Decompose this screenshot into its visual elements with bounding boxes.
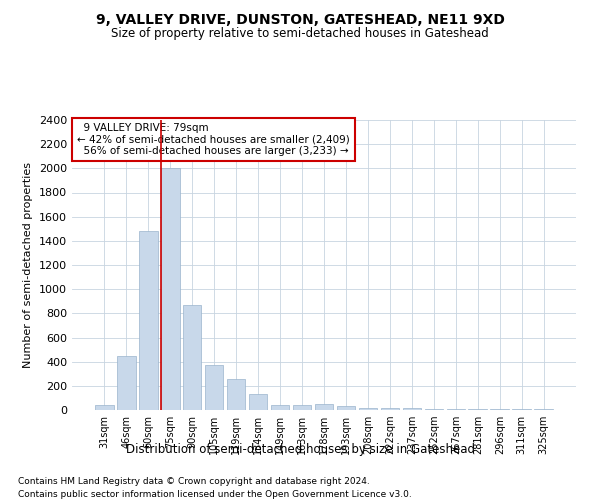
Text: Size of property relative to semi-detached houses in Gateshead: Size of property relative to semi-detach… [111, 28, 489, 40]
Text: Contains HM Land Registry data © Crown copyright and database right 2024.: Contains HM Land Registry data © Crown c… [18, 478, 370, 486]
Bar [403, 408, 421, 410]
Text: 9 VALLEY DRIVE: 79sqm
← 42% of semi-detached houses are smaller (2,409)
  56% of: 9 VALLEY DRIVE: 79sqm ← 42% of semi-deta… [77, 123, 350, 156]
Bar [425, 409, 443, 410]
Bar [337, 406, 355, 410]
Bar [271, 405, 289, 410]
Bar [314, 404, 334, 410]
Bar [227, 379, 245, 410]
Bar [205, 364, 223, 410]
Bar [139, 231, 158, 410]
Bar [117, 356, 136, 410]
Bar [95, 405, 113, 410]
Bar [446, 409, 465, 410]
Bar [183, 305, 202, 410]
Bar [380, 408, 399, 410]
Text: 9, VALLEY DRIVE, DUNSTON, GATESHEAD, NE11 9XD: 9, VALLEY DRIVE, DUNSTON, GATESHEAD, NE1… [95, 12, 505, 26]
Bar [249, 394, 268, 410]
Text: Contains public sector information licensed under the Open Government Licence v3: Contains public sector information licen… [18, 490, 412, 499]
Bar [359, 408, 377, 410]
Y-axis label: Number of semi-detached properties: Number of semi-detached properties [23, 162, 34, 368]
Bar [469, 409, 487, 410]
Text: Distribution of semi-detached houses by size in Gateshead: Distribution of semi-detached houses by … [125, 442, 475, 456]
Bar [161, 168, 179, 410]
Bar [293, 405, 311, 410]
